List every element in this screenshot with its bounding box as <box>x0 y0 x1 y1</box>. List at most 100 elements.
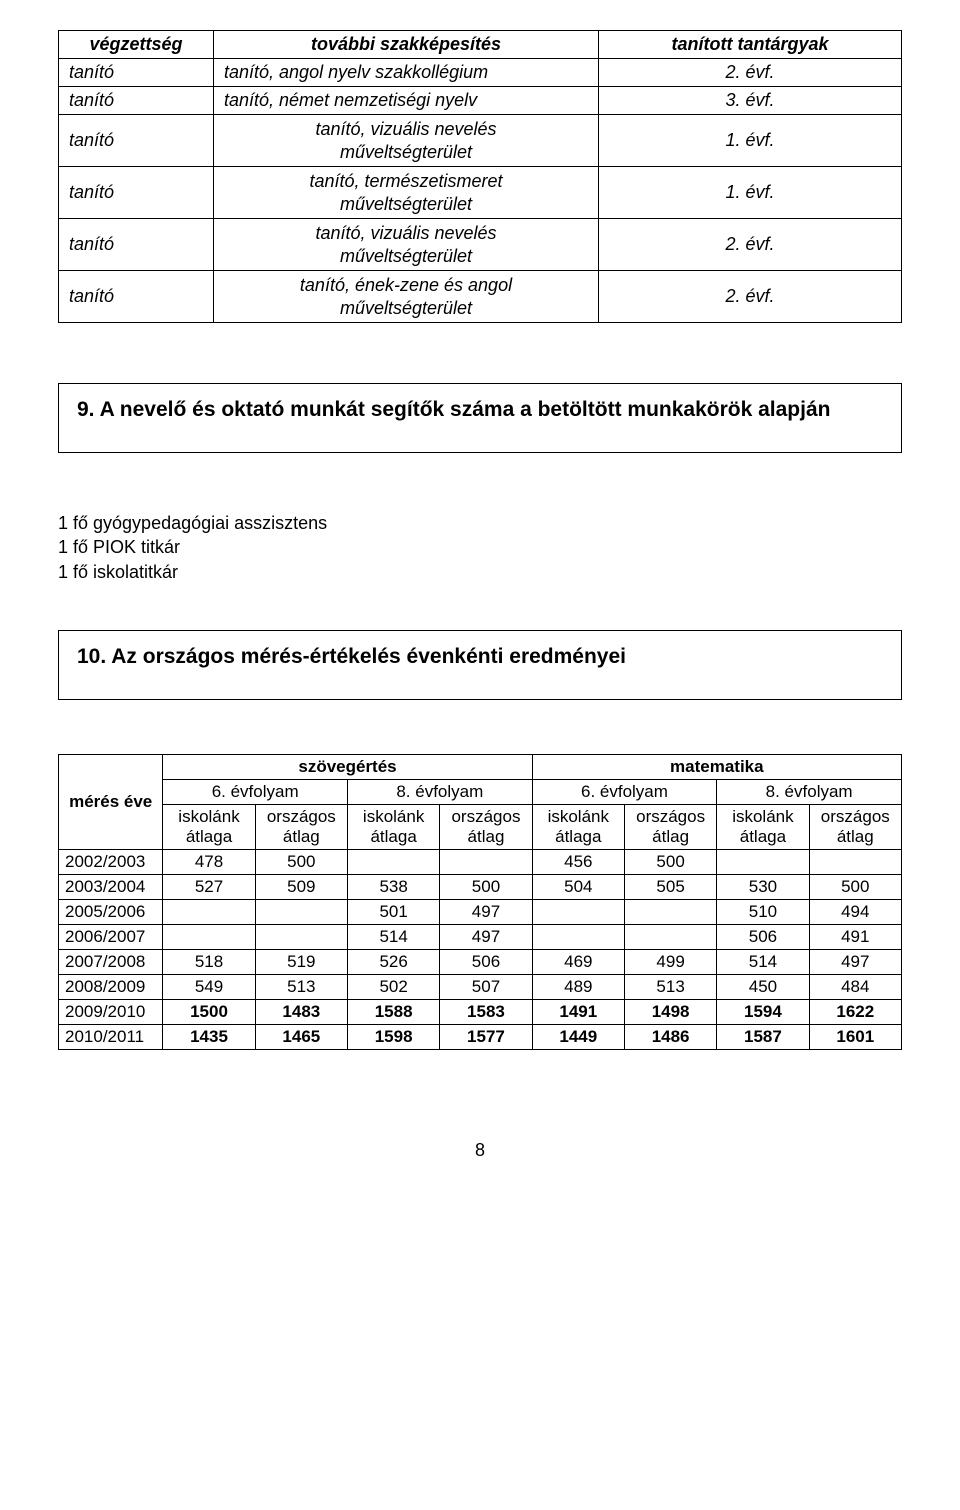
measurement-value: 497 <box>440 899 532 924</box>
qualification-specialization: tanító, vizuális nevelésműveltségterület <box>214 115 599 167</box>
measurement-value: 484 <box>809 974 901 999</box>
measurement-value: 478 <box>163 849 255 874</box>
qualifications-table: végzettség további szakképesítés tanítot… <box>58 30 902 323</box>
measurement-value: 489 <box>532 974 624 999</box>
measurement-school-header: iskolánk átlaga <box>163 804 255 849</box>
measurement-header-row-3: iskolánk átlagaországos átlagiskolánk át… <box>59 804 902 849</box>
measurement-category-right: matematika <box>532 754 901 779</box>
qualification-subjects: 1. évf. <box>599 115 902 167</box>
measurement-value: 507 <box>440 974 532 999</box>
measurement-country-header: országos átlag <box>440 804 532 849</box>
measurement-value: 500 <box>809 874 901 899</box>
qualifications-row: tanítótanító, természetismeretműveltségt… <box>59 167 902 219</box>
measurement-results-table: mérés éve szövegértés matematika 6. évfo… <box>58 754 902 1050</box>
measurement-value: 527 <box>163 874 255 899</box>
measurement-value: 549 <box>163 974 255 999</box>
qualification-specialization: tanító, természetismeretműveltségterület <box>214 167 599 219</box>
measurement-value: 518 <box>163 949 255 974</box>
qualification-degree: tanító <box>59 115 214 167</box>
measurement-grade-4: 8. évfolyam <box>717 779 902 804</box>
measurement-value <box>532 924 624 949</box>
measurement-value: 500 <box>624 849 716 874</box>
measurement-value: 509 <box>255 874 347 899</box>
measurement-value: 1601 <box>809 1024 901 1049</box>
measurement-value: 500 <box>255 849 347 874</box>
measurement-value <box>255 924 347 949</box>
qualification-degree: tanító <box>59 59 214 87</box>
measurement-value: 1491 <box>532 999 624 1024</box>
qualification-specialization: tanító, angol nyelv szakkollégium <box>214 59 599 87</box>
measurement-value: 506 <box>440 949 532 974</box>
measurement-value: 450 <box>717 974 809 999</box>
measurement-value: 513 <box>255 974 347 999</box>
measurement-value <box>624 899 716 924</box>
qualifications-row: tanítótanító, angol nyelv szakkollégium2… <box>59 59 902 87</box>
measurement-header-row-2: 6. évfolyam 8. évfolyam 6. évfolyam 8. é… <box>59 779 902 804</box>
measurement-value: 1465 <box>255 1024 347 1049</box>
measurement-value: 1483 <box>255 999 347 1024</box>
measurement-value: 1500 <box>163 999 255 1024</box>
qual-col2-header: további szakképesítés <box>214 31 599 59</box>
qual-col1-header: végzettség <box>59 31 214 59</box>
qualification-subjects: 3. évf. <box>599 87 902 115</box>
measurement-school-header: iskolánk átlaga <box>532 804 624 849</box>
measurement-school-header: iskolánk átlaga <box>347 804 439 849</box>
measurement-year: 2009/2010 <box>59 999 163 1024</box>
measurement-value: 491 <box>809 924 901 949</box>
measurement-value: 469 <box>532 949 624 974</box>
measurement-year: 2007/2008 <box>59 949 163 974</box>
measurement-grade-1: 6. évfolyam <box>163 779 348 804</box>
measurement-value: 497 <box>440 924 532 949</box>
measurement-row: 2006/2007 514497 506491 <box>59 924 902 949</box>
qualification-subjects: 1. évf. <box>599 167 902 219</box>
measurement-row: 2009/20101500148315881583149114981594162… <box>59 999 902 1024</box>
qualification-specialization: tanító, német nemzetiségi nyelv <box>214 87 599 115</box>
measurement-value: 1435 <box>163 1024 255 1049</box>
measurement-value: 506 <box>717 924 809 949</box>
page-number: 8 <box>58 1140 902 1161</box>
measurement-country-header: országos átlag <box>809 804 901 849</box>
section-9-heading: 9. A nevelő és oktató munkát segítők szá… <box>58 383 902 453</box>
qualification-specialization: tanító, ének-zene és angolműveltségterül… <box>214 271 599 323</box>
measurement-value: 514 <box>347 924 439 949</box>
measurement-grade-3: 6. évfolyam <box>532 779 717 804</box>
measurement-value: 497 <box>809 949 901 974</box>
measurement-value: 514 <box>717 949 809 974</box>
measurement-value: 526 <box>347 949 439 974</box>
measurement-school-header: iskolánk átlaga <box>717 804 809 849</box>
qualifications-row: tanítótanító, német nemzetiségi nyelv3. … <box>59 87 902 115</box>
measurement-year: 2006/2007 <box>59 924 163 949</box>
measurement-year: 2005/2006 <box>59 899 163 924</box>
measurement-year: 2008/2009 <box>59 974 163 999</box>
measurement-row-label: mérés éve <box>59 754 163 849</box>
measurement-value: 1587 <box>717 1024 809 1049</box>
measurement-value: 1622 <box>809 999 901 1024</box>
measurement-value <box>532 899 624 924</box>
qualifications-row: tanítótanító, vizuális nevelésműveltségt… <box>59 115 902 167</box>
qualifications-header-row: végzettség további szakképesítés tanítot… <box>59 31 902 59</box>
measurement-row: 2008/2009549513502507489513450484 <box>59 974 902 999</box>
measurement-value: 538 <box>347 874 439 899</box>
measurement-value: 519 <box>255 949 347 974</box>
measurement-value: 1594 <box>717 999 809 1024</box>
measurement-value <box>347 849 439 874</box>
measurement-row: 2010/20111435146515981577144914861587160… <box>59 1024 902 1049</box>
measurement-year: 2002/2003 <box>59 849 163 874</box>
measurement-value: 510 <box>717 899 809 924</box>
measurement-row: 2005/2006 501497 510494 <box>59 899 902 924</box>
measurement-grade-2: 8. évfolyam <box>347 779 532 804</box>
measurement-value: 494 <box>809 899 901 924</box>
measurement-value: 501 <box>347 899 439 924</box>
measurement-value: 1498 <box>624 999 716 1024</box>
qualifications-row: tanítótanító, vizuális nevelésműveltségt… <box>59 219 902 271</box>
measurement-value: 504 <box>532 874 624 899</box>
measurement-value: 1588 <box>347 999 439 1024</box>
qualification-subjects: 2. évf. <box>599 219 902 271</box>
section-10-heading: 10. Az országos mérés-értékelés évenként… <box>58 630 902 700</box>
qualification-subjects: 2. évf. <box>599 59 902 87</box>
measurement-value <box>624 924 716 949</box>
measurement-country-header: országos átlag <box>255 804 347 849</box>
qual-col3-header: tanított tantárgyak <box>599 31 902 59</box>
measurement-value <box>163 899 255 924</box>
measurement-value: 505 <box>624 874 716 899</box>
